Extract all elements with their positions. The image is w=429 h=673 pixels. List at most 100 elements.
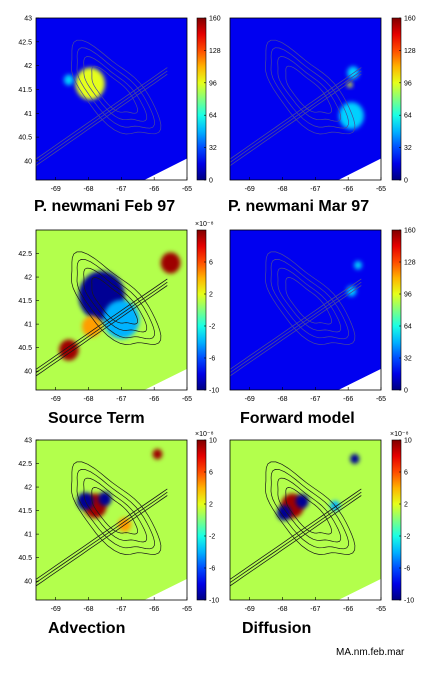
contour-line <box>91 65 138 114</box>
x-tick-label: -67 <box>310 606 320 613</box>
panel-top-left: -69 -68 -67 -66 -65 43 42.5 42 41.5 41 40.5 40 160 12… <box>18 16 220 194</box>
x-tick-label: -65 <box>182 606 192 613</box>
bathymetry-contours <box>230 39 362 167</box>
field-feature-4 <box>81 315 102 338</box>
contour-line <box>270 47 349 129</box>
x-tick-label: -69 <box>245 606 255 613</box>
colorbar-tick-label: 6 <box>209 260 213 267</box>
contour-line <box>83 477 148 543</box>
colorbar-tick-label: -2 <box>209 324 215 331</box>
y-tick-label: 42 <box>24 485 32 492</box>
y-tick-label: 41 <box>24 322 32 329</box>
shelf-break-line <box>230 73 362 167</box>
x-tick-label: -66 <box>343 396 353 403</box>
contour-line <box>265 251 356 345</box>
colorbar <box>196 17 207 181</box>
colorbar <box>196 229 207 391</box>
colorbar-tick-label: -10 <box>404 598 414 605</box>
plot-frame <box>35 439 188 601</box>
bathymetry-contours <box>36 39 168 167</box>
field-feature-1 <box>276 505 292 521</box>
x-tick-label: -67 <box>310 396 320 403</box>
contour-line <box>83 267 148 333</box>
colorbar-tick-label: 10 <box>209 438 217 445</box>
y-tick-label: 40.5 <box>18 345 32 352</box>
shelf-break-line <box>36 73 168 167</box>
field-feature-1 <box>75 67 105 100</box>
x-tick-label: -69 <box>51 186 61 193</box>
no-data-region <box>144 158 187 180</box>
colorbar-tick-label: -6 <box>404 566 410 573</box>
panel-caption: Diffusion <box>242 620 312 637</box>
field-background <box>36 18 187 180</box>
x-tick-label: -67 <box>116 186 126 193</box>
shelf-break-line <box>36 495 168 587</box>
colorbar-tick-label: 160 <box>404 228 416 235</box>
colorbar-tick-label: 2 <box>404 502 408 509</box>
field-feature-1 <box>103 300 140 339</box>
y-tick-label: 43 <box>24 16 32 23</box>
colorbar-tick-label: 6 <box>404 470 408 477</box>
colorbar-tick-label: 64 <box>404 324 412 331</box>
panel-mid-left: -69 -68 -67 -66 -65 42.5 42 41.5 41 40.5 40 6 2 -2 -6 -… <box>18 221 219 403</box>
contour-line <box>265 39 356 135</box>
colorbar-tick-label: 32 <box>209 145 217 152</box>
heatmap-field <box>230 230 381 390</box>
plot-frame <box>35 229 188 391</box>
field-feature-1 <box>354 261 362 270</box>
y-tick-label: 41 <box>24 111 32 118</box>
field-feature-2 <box>63 74 74 86</box>
x-tick-label: -69 <box>245 186 255 193</box>
contour-line <box>71 251 162 345</box>
panel-caption: Advection <box>48 620 126 637</box>
shelf-break-line <box>36 491 168 583</box>
x-tick-label: -67 <box>310 186 320 193</box>
colorbar-tick-label: -2 <box>209 534 215 541</box>
x-tick-label: -69 <box>51 606 61 613</box>
bathymetry-contours <box>36 251 168 377</box>
colorbar-tick-label: 128 <box>404 48 416 55</box>
contour-line <box>277 477 342 543</box>
y-tick-label: 42 <box>24 63 32 70</box>
panel-caption: Forward model <box>240 410 355 427</box>
shelf-break-line <box>36 70 168 163</box>
colorbar-tick-label: -2 <box>404 534 410 541</box>
x-tick-label: -68 <box>83 606 93 613</box>
x-tick-label: -66 <box>149 606 159 613</box>
y-tick-label: 42.5 <box>18 461 32 468</box>
colorbar-tick-label: 96 <box>404 292 412 299</box>
contour-line <box>285 65 332 114</box>
colorbar <box>391 229 402 391</box>
colorbar-tick-label: 160 <box>209 16 221 23</box>
colorbar-tick-label: 2 <box>209 292 213 299</box>
y-tick-label: 41.5 <box>18 508 32 515</box>
colorbar-tick-label: 2 <box>209 502 213 509</box>
shelf-break-line <box>36 488 168 580</box>
colorbar-tick-label: 128 <box>209 48 221 55</box>
x-tick-label: -65 <box>182 396 192 403</box>
contour-line <box>71 39 162 135</box>
x-tick-label: -69 <box>51 396 61 403</box>
shelf-break-line <box>36 285 168 377</box>
colorbar-exponent: ×10⁻⁸ <box>390 431 409 438</box>
colorbar-tick-label: -6 <box>209 356 215 363</box>
contour-line <box>270 259 349 340</box>
x-tick-label: -66 <box>343 186 353 193</box>
panel-bottom-right: -69 -68 -67 -66 -65 10 6 2 -2 -6 -10 ×10⁻⁸ <box>229 431 414 613</box>
contour-line <box>71 461 162 555</box>
colorbar-tick-label: 10 <box>404 438 412 445</box>
colorbar-tick-label: 0 <box>404 388 408 395</box>
y-tick-label: 40 <box>24 579 32 586</box>
panel-caption: P. newmani Mar 97 <box>228 198 370 215</box>
field-feature-2 <box>338 102 364 130</box>
bathymetry-contours <box>230 461 362 587</box>
colorbar-exponent: ×10⁻⁸ <box>195 431 214 438</box>
contour-line <box>285 277 332 325</box>
x-tick-label: -67 <box>116 606 126 613</box>
contour-line <box>277 267 342 333</box>
heatmap-field <box>230 440 381 600</box>
plot-frame <box>35 17 188 181</box>
colorbar-tick-label: 32 <box>404 356 412 363</box>
colorbar-tick-label: 64 <box>209 113 217 120</box>
